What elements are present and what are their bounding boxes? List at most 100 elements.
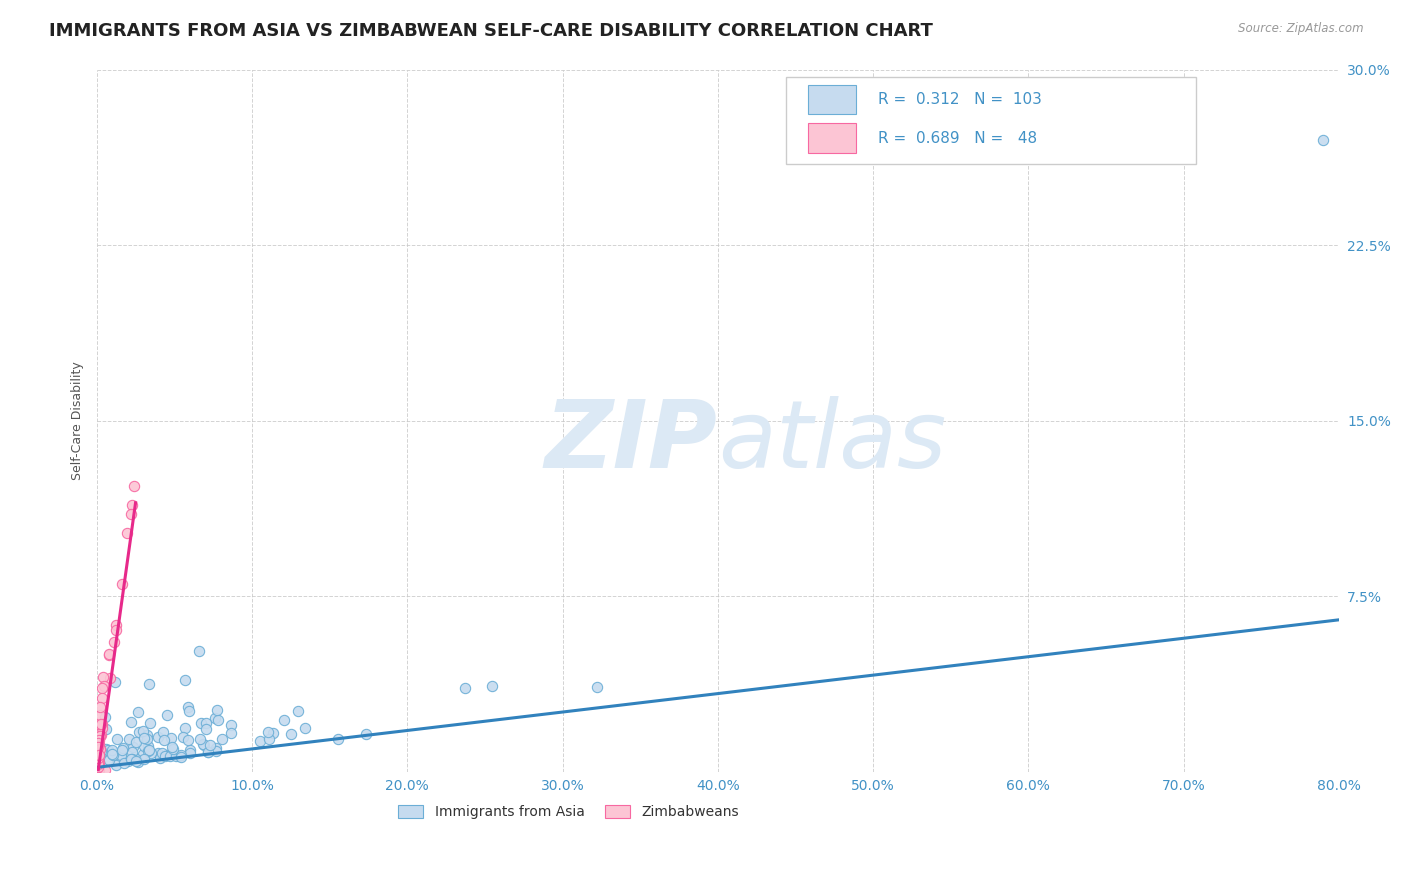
Point bbox=[89, 729, 111, 743]
Point bbox=[90, 681, 112, 695]
Point bbox=[110, 748, 132, 763]
Point bbox=[159, 749, 181, 764]
Point bbox=[132, 739, 155, 753]
Point bbox=[98, 647, 121, 661]
Point bbox=[211, 731, 233, 746]
Point bbox=[136, 732, 159, 747]
Point bbox=[193, 739, 215, 753]
Point bbox=[105, 624, 128, 638]
Point bbox=[219, 718, 242, 732]
Point bbox=[120, 508, 142, 522]
Point bbox=[89, 742, 111, 756]
Point bbox=[195, 722, 218, 736]
Point bbox=[257, 732, 280, 747]
Point bbox=[162, 741, 184, 756]
Point bbox=[135, 728, 157, 742]
Point bbox=[354, 726, 377, 740]
Point bbox=[121, 498, 143, 512]
Point bbox=[138, 677, 160, 691]
Point bbox=[89, 755, 111, 769]
Point bbox=[94, 742, 117, 756]
Bar bbox=[808, 85, 856, 114]
Point bbox=[193, 737, 215, 751]
Point bbox=[118, 731, 141, 746]
Point bbox=[89, 763, 111, 777]
Point bbox=[97, 743, 120, 757]
Point bbox=[200, 738, 222, 752]
Point bbox=[586, 680, 609, 694]
Point bbox=[89, 707, 111, 722]
Point bbox=[98, 671, 121, 685]
Point bbox=[148, 730, 170, 744]
Point bbox=[87, 739, 110, 754]
Point bbox=[173, 673, 195, 687]
Point bbox=[120, 752, 142, 766]
Point bbox=[138, 743, 160, 757]
Point bbox=[152, 725, 174, 739]
Point bbox=[481, 679, 503, 693]
Point bbox=[104, 758, 127, 772]
Point bbox=[89, 758, 111, 772]
Point bbox=[205, 703, 228, 717]
Point bbox=[90, 728, 112, 742]
Point bbox=[90, 690, 112, 705]
Point bbox=[138, 744, 160, 758]
Point bbox=[87, 757, 110, 772]
Point bbox=[197, 745, 219, 759]
Point bbox=[103, 635, 125, 649]
Point bbox=[86, 750, 108, 764]
Point bbox=[132, 731, 155, 745]
Point bbox=[87, 747, 110, 762]
Point bbox=[104, 674, 127, 689]
Point bbox=[139, 746, 162, 760]
Point bbox=[177, 700, 200, 714]
Point bbox=[156, 747, 179, 762]
Point bbox=[205, 743, 228, 757]
Point bbox=[98, 648, 121, 663]
FancyBboxPatch shape bbox=[786, 77, 1197, 164]
Point bbox=[86, 751, 108, 765]
Point bbox=[127, 705, 149, 719]
Point bbox=[121, 745, 143, 759]
Point bbox=[101, 743, 124, 757]
Point bbox=[91, 670, 114, 684]
Point bbox=[101, 747, 124, 761]
Point bbox=[117, 526, 139, 541]
Point bbox=[257, 725, 280, 739]
Point bbox=[86, 752, 108, 766]
Point bbox=[190, 716, 212, 731]
Point bbox=[1312, 133, 1334, 147]
Point bbox=[94, 763, 117, 777]
Point bbox=[172, 730, 194, 744]
Point bbox=[89, 737, 111, 751]
Point bbox=[111, 577, 134, 591]
Point bbox=[122, 479, 145, 493]
Point bbox=[146, 746, 169, 760]
Point bbox=[94, 723, 117, 737]
Point bbox=[262, 725, 284, 739]
Point bbox=[177, 704, 200, 718]
Point bbox=[205, 740, 228, 755]
Point bbox=[179, 743, 201, 757]
Point bbox=[101, 748, 124, 763]
Point bbox=[207, 713, 229, 727]
Point bbox=[87, 758, 110, 772]
Point bbox=[105, 618, 128, 632]
Point bbox=[86, 736, 108, 750]
Point bbox=[86, 753, 108, 767]
Text: atlas: atlas bbox=[718, 396, 946, 487]
Text: ZIP: ZIP bbox=[546, 396, 718, 488]
Point bbox=[125, 735, 148, 749]
Point bbox=[86, 746, 108, 760]
Point bbox=[134, 752, 156, 766]
Point bbox=[121, 752, 143, 766]
Point bbox=[94, 710, 117, 724]
Point bbox=[125, 752, 148, 766]
Point bbox=[149, 751, 172, 765]
Point bbox=[170, 747, 193, 762]
Point bbox=[169, 749, 191, 764]
Point bbox=[167, 748, 190, 763]
Point bbox=[179, 746, 201, 760]
Point bbox=[177, 733, 200, 747]
Point bbox=[165, 749, 187, 764]
